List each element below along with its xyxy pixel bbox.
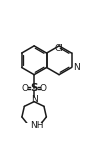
- Text: N: N: [31, 95, 37, 104]
- Text: O: O: [40, 84, 47, 93]
- Text: NH: NH: [30, 121, 43, 130]
- Text: N: N: [73, 63, 80, 72]
- Text: Cl: Cl: [55, 44, 63, 53]
- Text: O: O: [21, 84, 28, 93]
- Text: S: S: [30, 83, 38, 93]
